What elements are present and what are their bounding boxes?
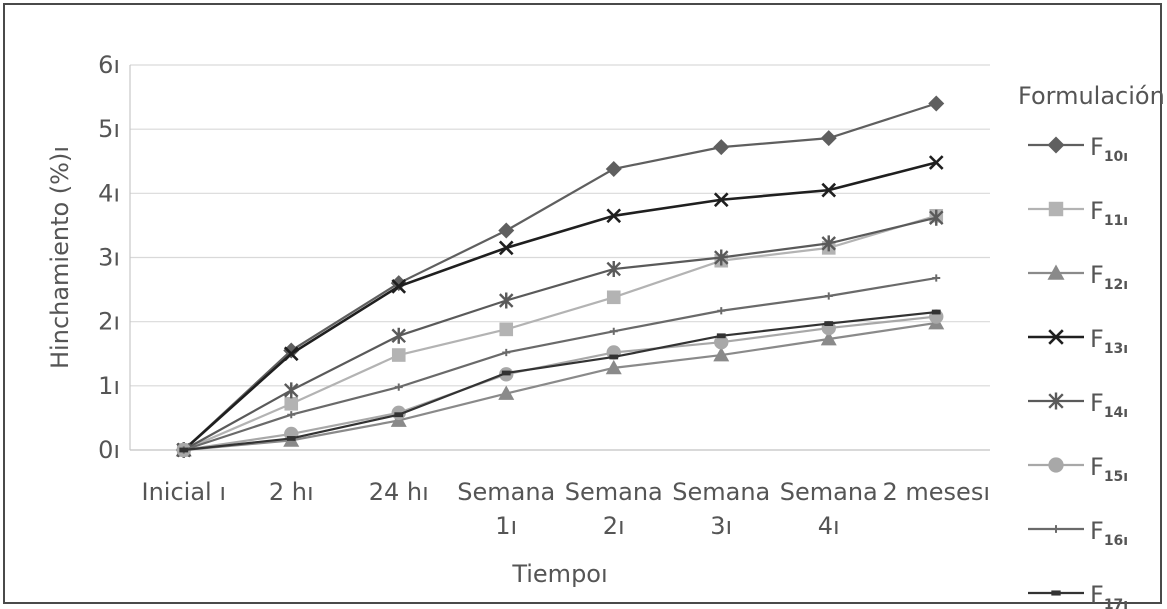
series-line <box>183 321 937 452</box>
series-f17 <box>179 309 941 453</box>
data-point <box>391 279 407 294</box>
legend-label: F13ı <box>1090 325 1128 357</box>
data-point <box>821 235 836 252</box>
data-point <box>283 342 300 359</box>
legend-label: F12ı <box>1090 261 1128 293</box>
data-point <box>498 222 515 239</box>
data-point <box>179 447 189 453</box>
series-line <box>183 214 937 452</box>
data-point <box>501 370 511 376</box>
legend-marker <box>1048 457 1064 473</box>
data-point <box>605 160 622 177</box>
series-line <box>183 102 937 451</box>
series-line <box>182 161 937 451</box>
y-tick-label: 2ı <box>98 308 120 336</box>
series-line <box>183 310 937 452</box>
legend-label: F11ı <box>1090 197 1128 229</box>
x-tick-label: 24 hı <box>369 478 429 506</box>
data-point <box>820 130 837 147</box>
data-point <box>287 411 296 419</box>
data-point <box>394 412 404 418</box>
x-tick-label: 2 hı <box>269 478 314 506</box>
legend-marker <box>1051 525 1061 533</box>
data-point <box>824 292 833 300</box>
data-point <box>284 382 299 399</box>
data-point <box>606 290 621 305</box>
data-point <box>283 346 299 362</box>
data-point <box>606 261 621 278</box>
data-point <box>390 275 407 292</box>
y-tick-label: 1ı <box>98 372 120 400</box>
data-point <box>928 155 944 170</box>
x-tick-label: Semana 4ı <box>780 478 878 540</box>
data-point <box>391 348 406 362</box>
data-point <box>499 292 514 309</box>
data-point <box>498 240 514 256</box>
data-point <box>928 95 945 112</box>
data-point <box>284 397 299 411</box>
legend-marker <box>1048 329 1064 345</box>
data-point <box>717 307 726 315</box>
x-tick-label: Inicial ı <box>142 478 227 506</box>
legend-marker <box>1048 392 1064 410</box>
data-point <box>716 333 726 339</box>
data-point <box>394 383 403 391</box>
legend-marker <box>1051 590 1061 596</box>
data-point <box>606 208 622 224</box>
legend-label: F10ı <box>1090 133 1128 165</box>
data-point <box>929 209 944 226</box>
data-point <box>499 322 514 337</box>
series-line <box>183 216 937 451</box>
legend-label: F14ı <box>1090 389 1128 421</box>
data-point <box>609 354 619 360</box>
data-point <box>498 385 515 400</box>
legend: Formulaciónı F10ı F11ı F12ı F13ı F14ı F15ı F16ı… <box>1018 82 1167 609</box>
data-point <box>286 436 296 441</box>
series-f16 <box>179 274 941 454</box>
y-tick-label: 0ı <box>98 436 120 464</box>
data-point <box>609 327 618 335</box>
y-tick-label: 5ı <box>98 115 120 143</box>
data-point <box>713 192 729 208</box>
chart-frame <box>3 3 1162 604</box>
data-point <box>931 309 941 315</box>
legend-marker <box>1047 264 1065 280</box>
data-point <box>714 249 729 266</box>
y-tick-label: 4ı <box>98 179 120 207</box>
series-line <box>183 276 937 452</box>
data-point <box>820 330 837 346</box>
data-point <box>714 335 729 350</box>
legend-label: F16ı <box>1090 517 1128 549</box>
x-tick-label: Semana 2ı <box>565 478 663 540</box>
data-point <box>713 347 730 362</box>
gridlines <box>130 64 990 451</box>
legend-label: F15ı <box>1090 453 1128 485</box>
y-axis-title: Hinchamiento (%)ı <box>46 146 74 369</box>
data-point <box>821 182 837 198</box>
legend-label: F17ı <box>1090 581 1128 609</box>
data-point <box>502 348 511 357</box>
series-line <box>183 315 937 452</box>
legend-marker <box>1048 201 1064 217</box>
data-point <box>713 139 730 156</box>
y-tick-label: 3ı <box>98 244 120 272</box>
legend-title: Formulaciónı <box>1018 82 1167 110</box>
x-tick-label: Semana 1ı <box>457 478 555 540</box>
data-point <box>391 327 406 344</box>
data-point <box>605 359 622 375</box>
x-axis-title: Tiempoı <box>511 560 607 588</box>
data-point <box>932 274 941 282</box>
y-tick-label: 6ı <box>98 51 120 79</box>
series-f14 <box>176 209 944 458</box>
x-tick-label: Semana 3ı <box>672 478 770 540</box>
legend-marker <box>1047 136 1065 154</box>
data-point <box>824 321 834 326</box>
x-tick-label: 2 mesesı <box>883 478 990 506</box>
